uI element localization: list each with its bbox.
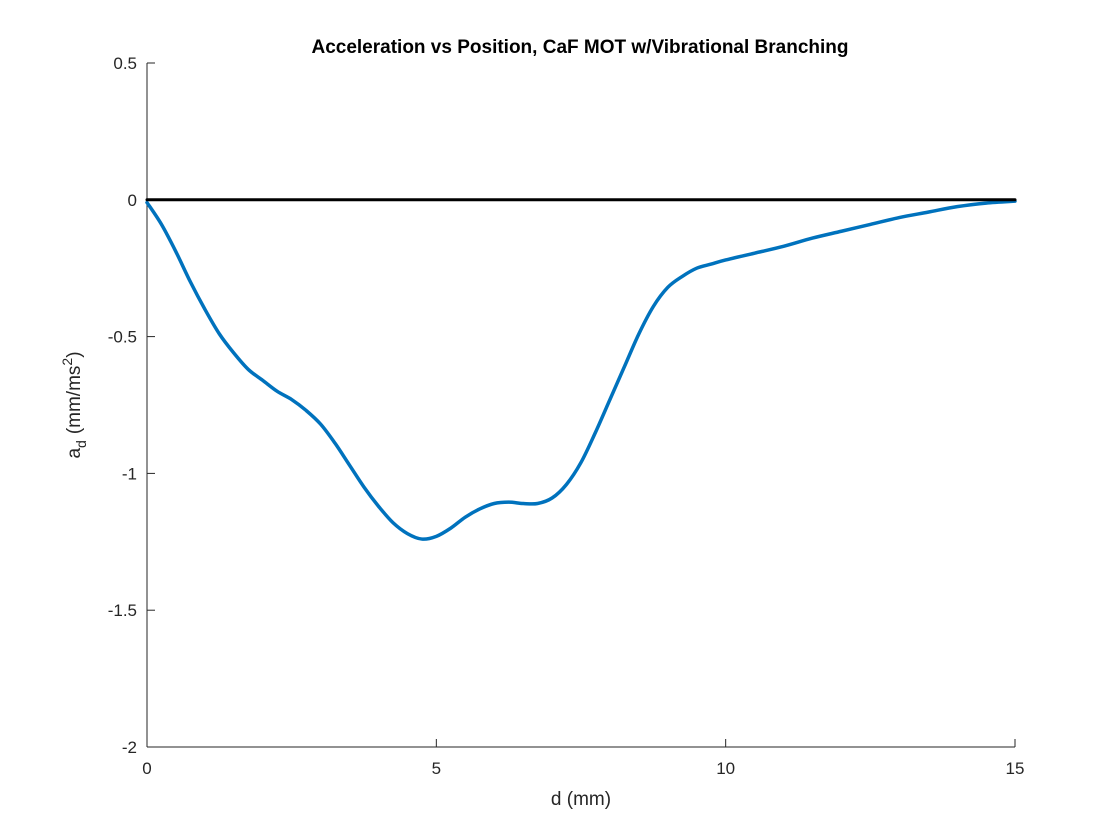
y-axis-label-superscript: 2: [59, 358, 75, 366]
y-axis-label-main: a: [64, 448, 85, 459]
x-tick-label: 15: [1006, 759, 1025, 778]
x-tick-label: 10: [716, 759, 735, 778]
plot-area: [146, 63, 1015, 748]
chart-title: Acceleration vs Position, CaF MOT w/Vibr…: [311, 37, 848, 58]
y-axis-label-unit-prefix: (mm/ms: [64, 366, 85, 435]
y-tick-label: 0.5: [113, 54, 137, 73]
x-ticks: 0 5 10 15: [142, 739, 1024, 778]
series-line-acceleration: [145, 199, 1017, 541]
y-tick-label: -2: [122, 738, 137, 757]
x-axis-label: d (mm): [551, 789, 611, 810]
y-axis-label-unit-suffix: ): [64, 351, 85, 357]
x-tick-label: 5: [432, 759, 441, 778]
y-tick-label: 0: [128, 191, 137, 210]
series-layer: [145, 198, 1017, 541]
y-axis-label: ad (mm/ms2): [59, 351, 89, 458]
y-ticks: -2 -1.5 -1 -0.5 0 0.5: [108, 54, 155, 757]
y-axis-label-subscript: d: [73, 440, 89, 448]
y-tick-label: -1: [122, 464, 137, 483]
y-tick-label: -1.5: [108, 601, 137, 620]
y-tick-label: -0.5: [108, 328, 137, 347]
x-tick-label: 0: [142, 759, 151, 778]
